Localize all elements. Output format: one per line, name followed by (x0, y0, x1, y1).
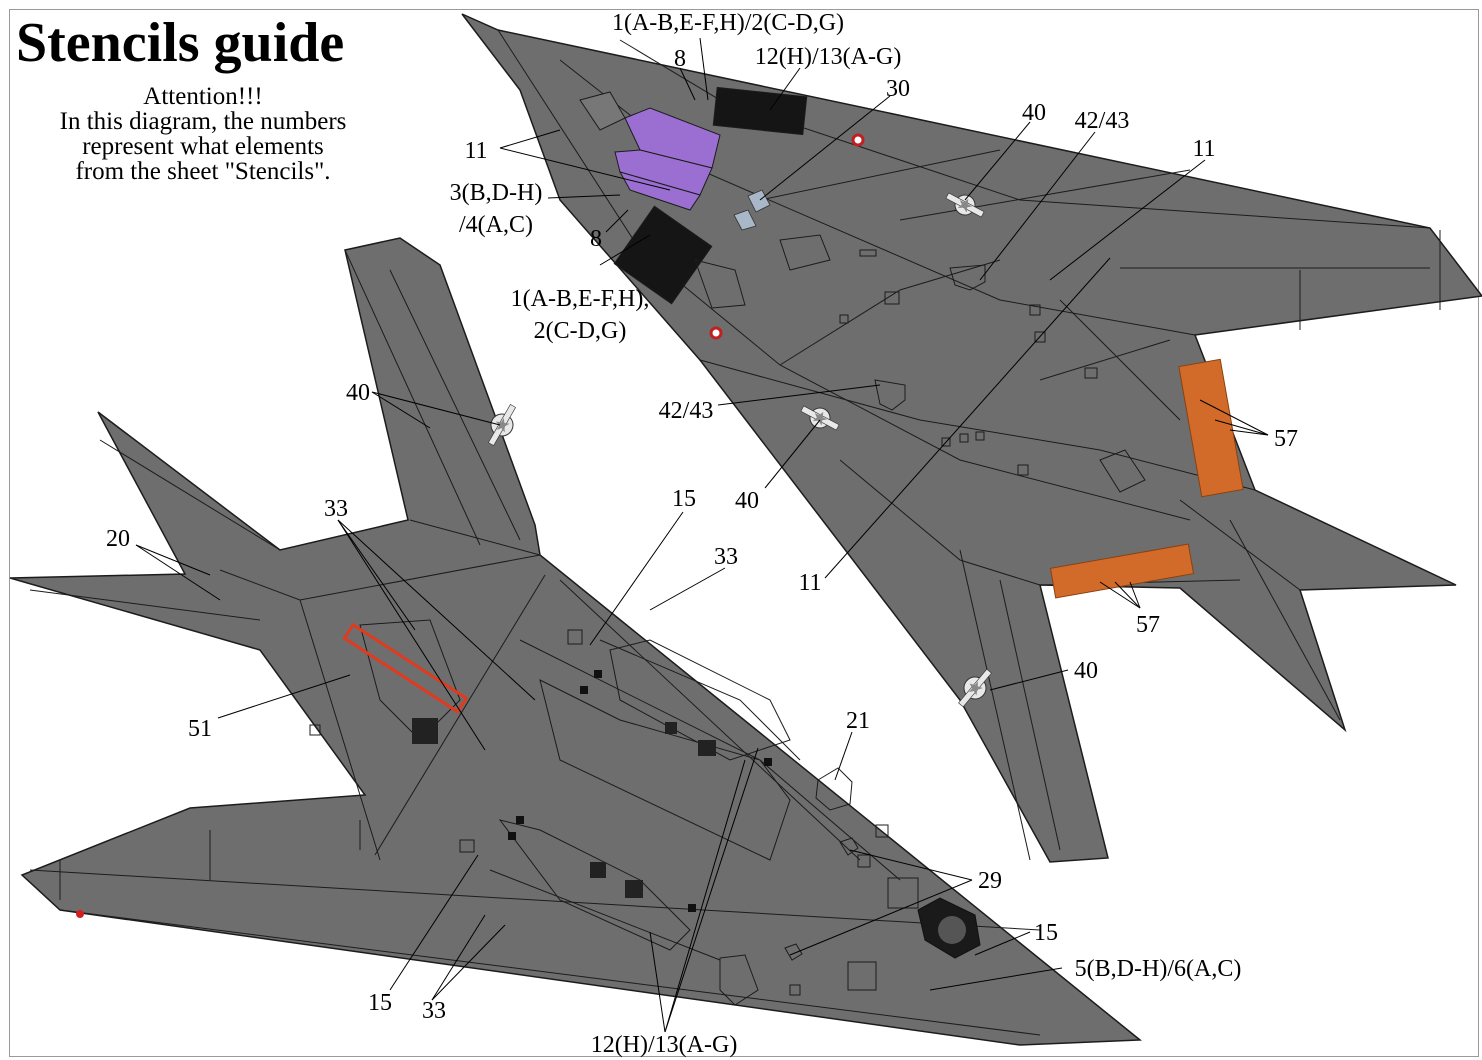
top-aircraft-body (461, 13, 1482, 863)
exhaust-dome (938, 916, 966, 944)
callout-top-5: 40 (1022, 100, 1046, 126)
warning-marker-bottom (76, 910, 84, 918)
callout-top-4: 30 (886, 76, 910, 102)
cockpit-glass-3 (618, 171, 701, 211)
callout-top-6: 42/43 (1075, 108, 1130, 134)
access-panel-1 (747, 189, 771, 213)
grid-panel-4 (625, 880, 643, 898)
leader-lines (135, 37, 1269, 1033)
access-panel-2 (733, 209, 757, 231)
callout-bottom-5: 33 (714, 544, 738, 570)
diagram-frame (9, 9, 1479, 1057)
callout-top-3: 12(H)/13(A-G) (755, 44, 902, 70)
callout-top-12: 1(A-B,E-F,H), (511, 286, 650, 312)
warning-marker-top-1 (851, 133, 865, 147)
notice-line-1: Attention!!! (143, 83, 263, 110)
callout-top-19: 40 (1074, 658, 1098, 684)
warning-marker-top-2 (709, 326, 723, 340)
callout-top-2: 8 (674, 46, 686, 72)
callout-bottom-2: 33 (324, 496, 348, 522)
bottom-panel-lines (29, 249, 1041, 1036)
top-panel-lines (497, 29, 1441, 861)
grid-panel-3 (590, 862, 606, 878)
grid-panel-1 (412, 718, 438, 744)
callout-bottom-10: 5(B,D-H)/6(A,C) (1075, 956, 1242, 982)
red-band-51 (342, 622, 469, 714)
top-cockpit (579, 86, 808, 309)
callout-bottom-8: 29 (978, 868, 1002, 894)
star-bar-insignia-icon (945, 192, 985, 218)
cockpit-glass-1 (624, 107, 721, 169)
intake-grid-top (712, 86, 808, 136)
top-aircraft (461, 13, 1482, 863)
grid-panel-10 (688, 904, 696, 912)
attention-notice: Attention!!! In this diagram, the number… (8, 84, 398, 184)
callout-top-17: 11 (798, 570, 821, 596)
star-bar-insignia-icon (958, 668, 992, 708)
callout-bottom-12: 33 (422, 998, 446, 1024)
callout-top-18: 57 (1136, 612, 1160, 638)
star-bar-insignia-icon (487, 404, 517, 446)
callout-bottom-13: 12(H)/13(A-G) (591, 1032, 738, 1058)
grid-panel-5 (665, 722, 677, 734)
callout-bottom-4: 15 (672, 486, 696, 512)
notice-line-4: from the sheet "Stencils". (75, 158, 331, 185)
grid-panel-9 (516, 816, 524, 824)
notice-line-2: In this diagram, the numbers (59, 108, 347, 135)
callout-top-10: /4(A,C) (459, 212, 533, 238)
callout-top-16: 57 (1274, 426, 1298, 452)
callout-top-9: 3(B,D-H) (450, 180, 543, 206)
callout-bottom-1: 40 (346, 380, 370, 406)
callout-top-1: 1(A-B,E-F,H)/2(C-D,G) (612, 10, 844, 36)
cockpit-glass-2 (614, 149, 713, 196)
grid-panel-11 (764, 758, 772, 766)
callout-top-11: 8 (590, 226, 602, 252)
callout-top-7: 11 (1192, 136, 1215, 162)
callout-bottom-3: 20 (106, 526, 130, 552)
grid-panel-8 (508, 832, 516, 840)
bottom-aircraft (9, 237, 1143, 1046)
sensor-window (579, 91, 626, 131)
grid-panel-7 (594, 670, 602, 678)
notice-line-3: represent what elements (82, 133, 324, 160)
callout-bottom-6: 51 (188, 716, 212, 742)
callout-top-15: 40 (735, 488, 759, 514)
callout-labels: 1(A-B,E-F,H)/2(C-D,G) 8 12(H)/13(A-G) 30… (106, 10, 1298, 1058)
bottom-stepped-panels (359, 619, 791, 951)
callout-top-13: 2(C-D,G) (534, 318, 627, 344)
callout-bottom-9: 15 (1034, 920, 1058, 946)
callout-bottom-11: 15 (368, 990, 392, 1016)
grid-panel-6 (580, 686, 588, 694)
grid-panel-2 (698, 740, 716, 756)
callout-bottom-7: 21 (846, 708, 870, 734)
page-title: Stencils guide (16, 12, 345, 74)
callout-top-14: 42/43 (659, 398, 714, 424)
walkway-strip-2 (1049, 543, 1195, 599)
callout-top-8: 11 (464, 138, 487, 164)
star-bar-insignia-icon (800, 405, 840, 431)
intake-grid-side (613, 205, 713, 305)
top-small-panels (779, 234, 1146, 493)
sensor-window-2 (694, 259, 746, 309)
